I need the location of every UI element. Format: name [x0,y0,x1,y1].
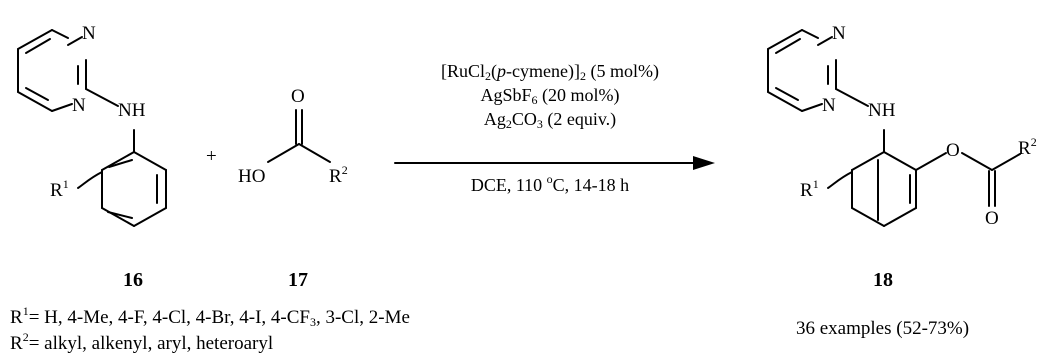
c18-n-left: N [822,95,836,116]
examples-yield: 36 examples (52-73%) [796,318,970,339]
reaction-arrow-head [693,156,715,170]
c18-o-carbonyl: O [985,208,999,229]
c17-o: O [291,86,305,107]
c18-r1: R1 [800,177,819,201]
c16-n-left: N [72,95,86,116]
c17-ho: HO [238,166,266,187]
c16-nh: NH [118,100,146,121]
c16-label: 16 [123,269,143,291]
c17-acid-bonds [267,109,331,163]
c16-c-nh-bond [85,88,119,107]
c17-r2: R2 [329,163,348,187]
c18-c-nh-bond [835,88,869,107]
condition-oxidant: Ag2CO3 (2 equiv.) [483,109,617,131]
condition-solvent-temperature: DCE, 110 oC, 14-18 h [470,172,630,195]
c18-r2: R2 [1018,135,1037,159]
c18-label: 18 [873,269,893,291]
c16-benzene-ring [101,151,167,227]
c18-n-top: N [832,23,846,44]
c16-n-top: N [82,23,96,44]
c16-r1-substituent-bond [77,171,103,189]
condition-additive: AgSbF6 (20 mol%) [480,85,620,107]
r2-definition: R2= alkyl, alkenyl, aryl, heteroaryl [10,330,274,354]
c18-o-ester: O [946,140,960,161]
condition-catalyst: [RuCl2(p-cymene)]2 (5 mol%) [441,61,659,83]
c18-benzene-ring [851,151,917,227]
c16-pyrimidine-ring [17,29,87,112]
c16-r1: R1 [50,177,69,201]
c18-nh: NH [868,100,896,121]
c17-label: 17 [288,269,308,291]
c18-ester-bonds [915,152,1021,207]
plus-sign: + [206,146,217,167]
c18-r1-substituent-bond [827,171,853,189]
c18-pyrimidine-ring [767,29,837,112]
r1-definition: R1= H, 4-Me, 4-F, 4-Cl, 4-Br, 4-I, 4-CF3… [10,304,410,329]
